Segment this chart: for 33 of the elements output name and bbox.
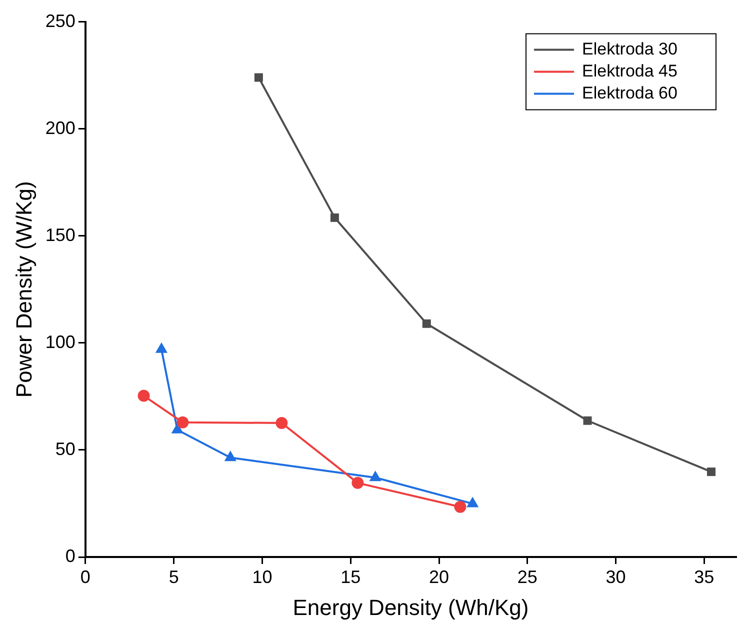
point (155, 342, 168, 353)
x-axis-title: Energy Density (Wh/Kg) (292, 594, 529, 620)
point (466, 496, 479, 508)
point (224, 450, 236, 462)
point (330, 213, 339, 222)
point (583, 416, 592, 425)
legend-label: Elektroda 60 (582, 83, 678, 102)
point (254, 73, 263, 82)
y-tick-label: 0 (65, 546, 76, 566)
point (422, 319, 431, 328)
x-tick-label: 35 (694, 566, 714, 587)
point (707, 468, 716, 476)
point (276, 416, 288, 429)
point (352, 476, 364, 489)
legend-label: Elektroda 45 (582, 61, 678, 80)
x-tick-label: 5 (168, 566, 179, 587)
y-tick-label: 150 (45, 224, 76, 245)
point (369, 470, 382, 482)
y-tick-label: 50 (55, 438, 76, 459)
x-tick-label: 30 (606, 566, 626, 587)
x-tick-label: 20 (428, 566, 450, 587)
x-tick-label: 15 (340, 566, 361, 587)
legend-label: Elektroda 30 (582, 39, 678, 58)
point (176, 416, 189, 428)
y-tick-label: 250 (45, 10, 76, 31)
x-tick-label: 10 (252, 566, 272, 587)
x-tick-label: 0 (80, 566, 90, 587)
y-tick-label: 200 (45, 118, 76, 138)
point (138, 390, 150, 402)
point (454, 500, 466, 513)
x-tick-label: 25 (517, 566, 538, 587)
y-tick-label: 100 (45, 332, 76, 352)
y-axis-title: Power Density (W/Kg) (11, 181, 36, 398)
